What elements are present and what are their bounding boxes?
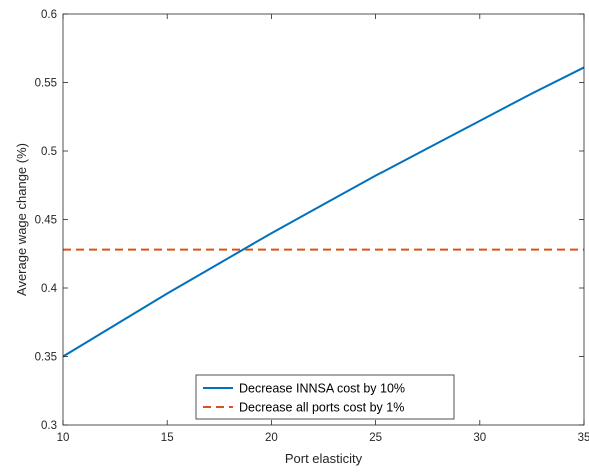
x-tick-label: 35 — [578, 432, 589, 444]
y-tick-label: 0.5 — [41, 146, 57, 158]
legend: Decrease INNSA cost by 10% Decrease all … — [195, 374, 455, 420]
series-line-innsa — [62, 66, 585, 358]
plot-area — [63, 14, 584, 425]
x-tick-label: 15 — [161, 432, 174, 444]
y-tick-label: 0.3 — [41, 420, 57, 432]
legend-label-all-ports: Decrease all ports cost by 1% — [239, 401, 404, 415]
legend-box — [195, 374, 455, 420]
y-axis-label: Average wage change (%) — [14, 143, 29, 296]
y-tick-label: 0.35 — [35, 352, 57, 364]
x-axis-label: Port elasticity — [285, 451, 363, 466]
y-tick-label: 0.45 — [35, 215, 57, 227]
x-tick-label: 25 — [369, 432, 382, 444]
legend-label-innsa: Decrease INNSA cost by 10% — [239, 382, 405, 396]
y-tick-label: 0.4 — [41, 283, 58, 295]
x-tick-label: 10 — [57, 432, 70, 444]
x-tick-label: 30 — [473, 432, 486, 444]
y-tick-label: 0.55 — [35, 78, 57, 90]
x-tick-label: 20 — [265, 432, 278, 444]
y-tick-label: 0.6 — [41, 9, 57, 21]
